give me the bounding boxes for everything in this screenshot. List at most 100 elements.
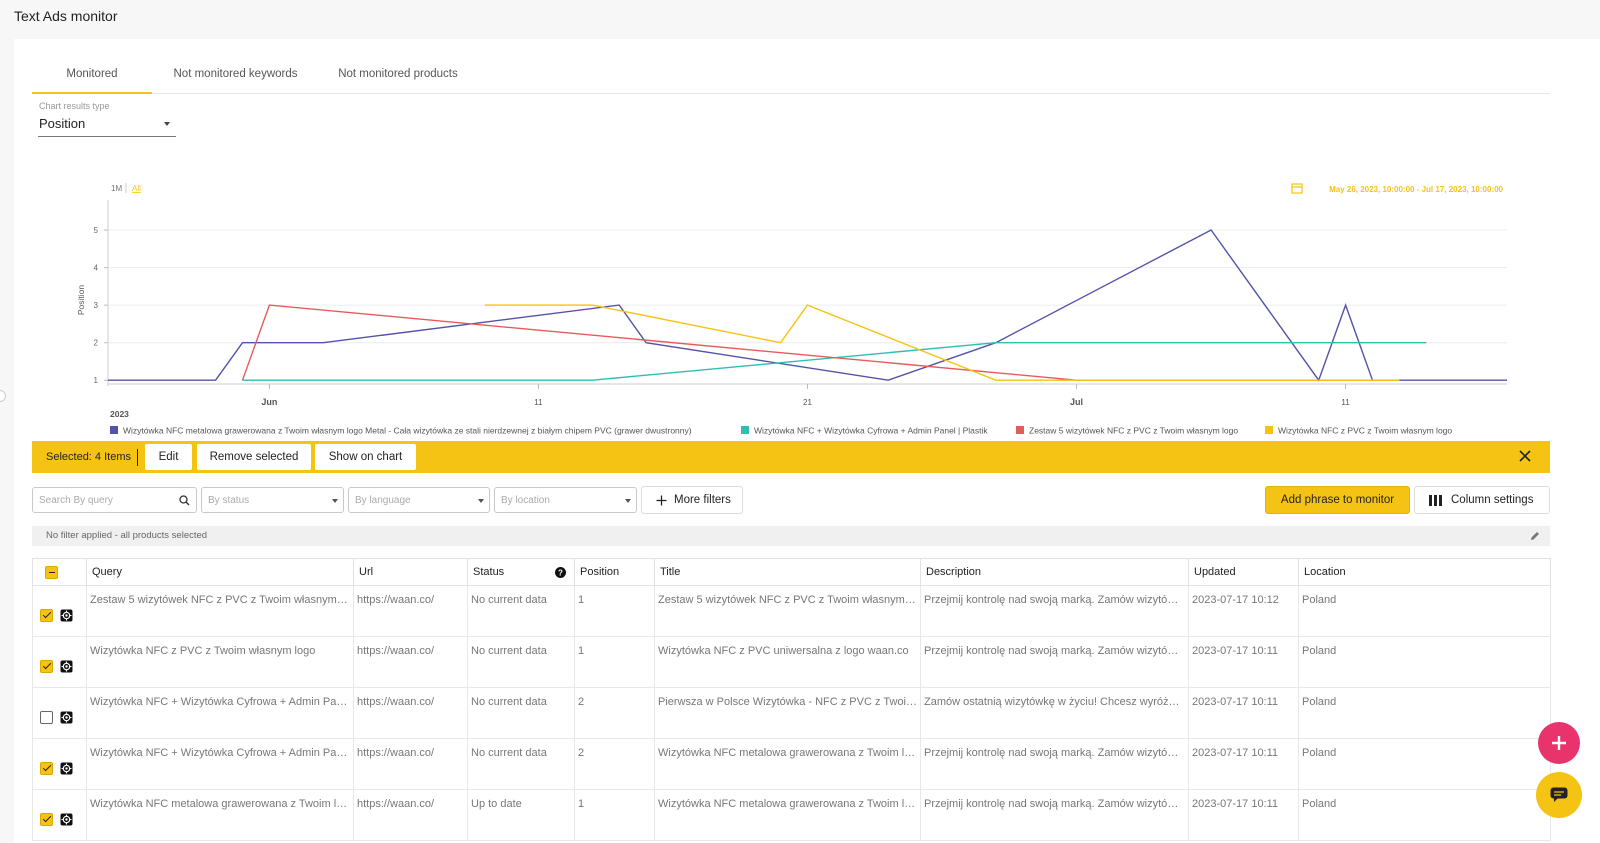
cell-url: https://waan.co/ [353,789,468,841]
add-phrase-button[interactable]: Add phrase to monitor [1265,486,1410,514]
x-tick-label: 11 [534,398,543,407]
location-placeholder: By location [501,495,550,506]
close-icon[interactable] [1518,449,1532,463]
table-row[interactable]: Wizytówka NFC + Wizytówka Cyfrowa + Admi… [32,738,1551,790]
cell-query: Wizytówka NFC + Wizytówka Cyfrowa + Admi… [86,687,354,739]
table-header-row: Query Url Status ? Position Title Descri… [32,558,1551,586]
remove-selected-button[interactable]: Remove selected [197,444,311,470]
cell-description: Zamów ostatnią wizytówkę w życiu! Chcesz… [920,687,1189,739]
cell-position: 1 [574,585,655,637]
y-tick-label: 2 [94,339,99,348]
cell-updated: 2023-07-17 10:11 [1188,636,1299,688]
gear-icon[interactable] [60,711,73,724]
cell-title: Wizytówka NFC z PVC uniwersalna z logo w… [654,636,921,688]
y-tick-label: 1 [94,376,99,385]
select-all-checkbox[interactable] [45,565,58,579]
position-chart: 1 2 3 4 5 Jun 11 21 Jul 11 2023 Position 1M All May 26… [76,183,1507,436]
status-select[interactable]: By status [201,487,344,513]
column-header-location[interactable]: Location [1298,558,1551,586]
caret-down-icon [164,122,170,126]
add-fab-button[interactable] [1538,722,1580,764]
tab-not-monitored-keywords[interactable]: Not monitored keywords [173,68,298,80]
filter-info-text: No filter applied - all products selecte… [46,530,208,541]
column-header-status[interactable]: Status ? [467,558,575,586]
show-on-chart-button[interactable]: Show on chart [315,444,416,470]
cell-updated: 2023-07-17 10:12 [1188,585,1299,637]
tab-not-monitored-products[interactable]: Not monitored products [338,68,458,80]
cell-status: No current data [467,636,575,688]
cell-location: Poland [1298,585,1551,637]
language-select[interactable]: By language [348,487,490,513]
caret-down-icon [332,499,338,503]
column-header-updated[interactable]: Updated [1188,558,1299,586]
cell-location: Poland [1298,687,1551,739]
x-tick-label: Jun [261,397,277,407]
svg-text:?: ? [558,569,563,578]
gear-icon[interactable] [60,609,73,622]
row-checkbox[interactable] [40,761,53,775]
chat-fab-button[interactable] [1536,772,1582,818]
x-tick-label: Jul [1070,397,1083,407]
table-row[interactable]: Wizytówka NFC + Wizytówka Cyfrowa + Admi… [32,687,1551,739]
x-tick-label: 21 [803,398,812,407]
tab-monitored[interactable]: Monitored [32,62,152,94]
gear-icon[interactable] [60,813,73,826]
sidebar-toggle[interactable] [0,390,6,402]
pencil-icon[interactable] [1530,531,1540,541]
cell-title: Pierwsza w Polsce Wizytówka - NFC z PVC … [654,687,921,739]
table-row[interactable]: Zestaw 5 wizytówek NFC z PVC z Twoim wła… [32,585,1551,637]
cell-url: https://waan.co/ [353,687,468,739]
column-header-status-label: Status [473,566,505,578]
cell-query: Wizytówka NFC + Wizytówka Cyfrowa + Admi… [86,738,354,790]
status-placeholder: By status [208,495,250,506]
cell-updated: 2023-07-17 10:11 [1188,687,1299,739]
column-header-title[interactable]: Title [654,558,921,586]
table-row[interactable]: Wizytówka NFC z PVC z Twoim własnym logo… [32,636,1551,688]
table-row[interactable]: Wizytówka NFC metalowa grawerowana z Two… [32,789,1551,841]
column-settings-button[interactable]: Column settings [1414,486,1550,514]
column-header-position[interactable]: Position [574,558,655,586]
cell-description: Przejmij kontrolę nad swoją marką. Zamów… [920,636,1189,688]
legend-swatch-4 [1265,426,1273,434]
cell-position: 1 [574,789,655,841]
edit-button[interactable]: Edit [145,444,192,470]
cell-query: Wizytówka NFC z PVC z Twoim własnym logo [86,636,354,688]
calendar-icon [1291,183,1303,194]
column-header-url[interactable]: Url [353,558,468,586]
legend-swatch-3 [1016,426,1024,434]
cell-location: Poland [1298,738,1551,790]
y-tick-label: 4 [94,264,99,273]
row-checkbox[interactable] [40,608,53,622]
gear-icon[interactable] [60,660,73,673]
column-header-description[interactable]: Description [920,558,1189,586]
search-input[interactable]: Search By query [32,487,197,513]
cell-title: Wizytówka NFC metalowa grawerowana z Two… [654,738,921,790]
chart-results-type-value: Position [39,116,86,131]
column-header-query[interactable]: Query [86,558,354,586]
cell-position: 2 [574,687,655,739]
row-select-cell [32,789,87,841]
row-select-cell [32,636,87,688]
chart-results-type-label: Chart results type [39,101,110,111]
series-line-4 [484,304,1400,381]
range-1m-button: 1M [111,184,122,193]
cell-position: 1 [574,636,655,688]
more-filters-button[interactable]: More filters [641,486,743,514]
location-select[interactable]: By location [494,487,637,513]
cell-description: Przejmij kontrolę nad swoją marką. Zamów… [920,738,1189,790]
row-checkbox[interactable] [40,659,53,673]
date-range-label: May 26, 2023, 10:00:00 - Jul 17, 2023, 1… [1329,185,1503,194]
page-title: Text Ads monitor [14,8,118,24]
x-tick-label: 11 [1341,398,1350,407]
help-icon[interactable]: ? [555,567,566,578]
legend-label-2: Wizytówka NFC + Wizytówka Cyfrowa + Admi… [754,426,988,436]
gear-icon[interactable] [60,762,73,775]
chart-results-type-select[interactable]: Chart results type Position [38,101,176,137]
cell-title: Zestaw 5 wizytówek NFC z PVC z Twoim wła… [654,585,921,637]
row-checkbox[interactable] [40,710,53,724]
selection-count: Selected: 4 Items [46,451,131,463]
cell-query: Wizytówka NFC metalowa grawerowana z Two… [86,789,354,841]
row-checkbox[interactable] [40,812,53,826]
cell-description: Przejmij kontrolę nad swoją marką. Zamów… [920,789,1189,841]
monitor-table: Query Url Status ? Position Title Descri… [32,558,1551,841]
